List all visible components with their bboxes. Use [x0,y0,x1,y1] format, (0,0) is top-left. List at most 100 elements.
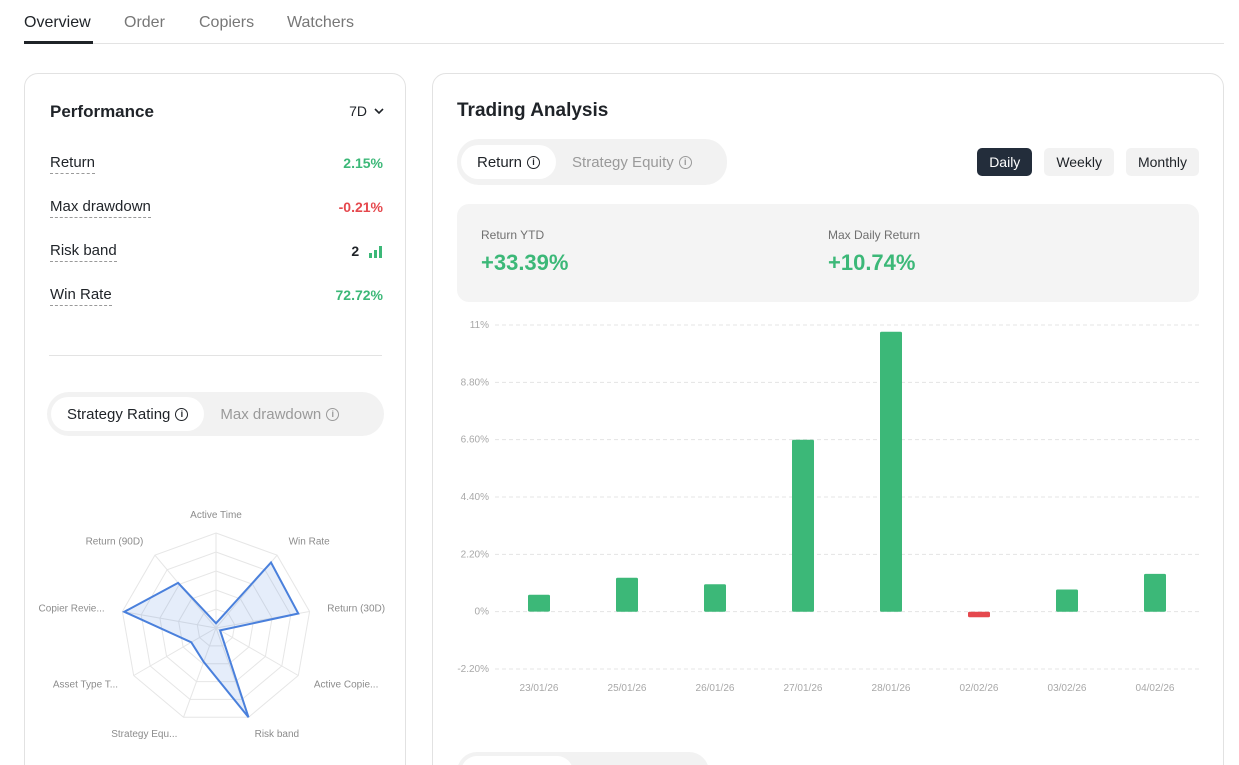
period-selector[interactable]: 7D [349,103,385,119]
risk-bar [374,250,377,259]
radar-spoke [122,611,217,629]
bar[interactable] [880,331,902,612]
return-stats-panel: Return YTD +33.39% Max Daily Return +10.… [457,204,1199,302]
max-drawdown-toggle-label: Max drawdown [220,405,322,423]
max-drawdown-toggle[interactable]: Max drawdown i [204,397,355,431]
radar-axis-label: Active Copie... [314,680,378,691]
radar-axis-label: Copier Revie... [39,603,105,614]
metric-label-max-drawdown[interactable]: Max drawdown [50,198,151,218]
strategy-rating-label: Strategy Rating [67,405,171,423]
active-tab-indicator [24,41,93,44]
tab-copiers[interactable]: Copiers [199,14,255,31]
risk-band-number: 2 [351,243,360,259]
chart-grid: 11% 8.80% 6.60% 4.40% 2.20% 0% -2.20% [457,320,1199,675]
monthly-button[interactable]: Monthly [1125,148,1199,176]
chart-bars [528,331,1166,618]
chevron-down-icon [374,108,384,115]
risk-bars-icon [369,246,382,259]
metric-row-win-rate: Win Rate 72.72% [50,286,383,310]
radar-axis-label: Risk band [255,729,299,740]
metric-value-max-drawdown: -0.21% [338,199,383,215]
metric-value-risk-band: 2 [351,243,383,259]
y-tick-label: 6.60% [461,435,489,446]
x-tick-label: 27/01/26 [784,683,823,694]
bar[interactable] [792,439,814,612]
bar[interactable] [968,611,990,618]
metric-row-max-drawdown: Max drawdown -0.21% [50,198,383,222]
tab-overview[interactable]: Overview [24,14,91,31]
bar[interactable] [704,584,726,612]
radar-labels: Active Time Win Rate Return (30D) Active Co… [39,510,386,740]
rating-toggle: Strategy Rating i Max drawdown i [47,392,384,436]
radar-score-polygon [122,560,300,718]
radar-grid-ring [196,608,236,647]
y-tick-label: 2.20% [461,549,489,560]
x-tick-label: 23/01/26 [520,683,559,694]
chart-x-labels: 23/01/26 25/01/26 26/01/26 27/01/26 28/01/26… [520,683,1175,694]
radar-axis-label: Return (90D) [86,536,144,547]
info-icon: i [678,155,692,169]
max-daily-return-stat: Max Daily Return +10.74% [828,228,920,276]
daily-return-bar-chart: 11% 8.80% 6.60% 4.40% 2.20% 0% -2.20% 23/01/26… [457,320,1199,694]
secondary-toggle [457,752,709,765]
x-tick-label: 02/02/26 [960,683,999,694]
x-tick-label: 03/02/26 [1048,683,1087,694]
performance-card: Performance 7D Return 2.15% Max drawdown… [24,73,406,765]
bar[interactable] [1056,589,1078,612]
trading-analysis-card: Trading Analysis Return i Strategy Equit… [432,73,1224,765]
y-tick-label: 0% [475,607,490,618]
radar-spoke [133,627,217,676]
strategy-rating-toggle[interactable]: Strategy Rating i [51,397,205,431]
daily-button[interactable]: Daily [977,148,1033,176]
return-toggle[interactable]: Return i [461,145,557,179]
radar-grid-ring [178,589,254,665]
metric-label-return[interactable]: Return [50,154,96,174]
bar[interactable] [616,577,638,612]
radar-spoke [183,627,217,718]
period-value: 7D [349,103,367,119]
strategy-equity-toggle[interactable]: Strategy Equity i [556,145,708,179]
divider [49,355,382,356]
metric-row-return: Return 2.15% [50,154,383,178]
y-tick-label: 8.80% [461,377,489,388]
x-tick-label: 26/01/26 [696,683,735,694]
top-tab-bar: Overview Order Copiers Watchers [24,0,1224,44]
x-tick-label: 28/01/26 [872,683,911,694]
x-tick-label: 04/02/26 [1136,683,1175,694]
tab-watchers[interactable]: Watchers [287,14,354,31]
bar[interactable] [528,594,550,612]
y-tick-label: -2.20% [457,664,489,675]
metric-value-return: 2.15% [343,155,383,171]
radar-spoke [215,627,299,676]
radar-axis-label: Active Time [190,510,242,521]
weekly-button[interactable]: Weekly [1044,148,1114,176]
strategy-equity-toggle-label: Strategy Equity [572,153,674,171]
return-toggle-label: Return [477,153,523,171]
x-tick-label: 25/01/26 [608,683,647,694]
y-tick-label: 4.40% [461,492,489,503]
bar[interactable] [1144,573,1166,612]
radar-axis-label: Asset Type T... [53,680,118,691]
metric-label-risk-band[interactable]: Risk band [50,242,117,262]
radar-axis-label: Win Rate [289,536,331,547]
metric-value-win-rate: 72.72% [335,287,383,303]
strategy-rating-radar-chart: Active Time Win Rate Return (30D) Active Co… [39,510,386,740]
radar-axis-label: Strategy Equ... [111,729,177,740]
metric-label-win-rate[interactable]: Win Rate [50,286,112,306]
trading-analysis-title: Trading Analysis [457,100,609,121]
risk-bar [379,246,382,259]
performance-title: Performance [50,102,154,121]
radar-grid-ring [140,551,292,700]
return-ytd-value: +33.39% [481,250,569,275]
chart-mode-toggle: Return i Strategy Equity i [457,139,727,185]
return-ytd-label: Return YTD [481,228,545,242]
return-ytd-stat: Return YTD +33.39% [481,228,568,276]
tab-order[interactable]: Order [124,14,165,31]
radar-grid-ring [121,532,311,718]
range-buttons: Daily Weekly Monthly [977,148,1199,176]
radar-axis-label: Return (30D) [327,603,385,614]
secondary-toggle-active[interactable] [461,756,573,765]
y-tick-label: 11% [470,320,489,331]
info-icon: i [326,407,340,421]
radar-grid-ring [159,570,273,683]
